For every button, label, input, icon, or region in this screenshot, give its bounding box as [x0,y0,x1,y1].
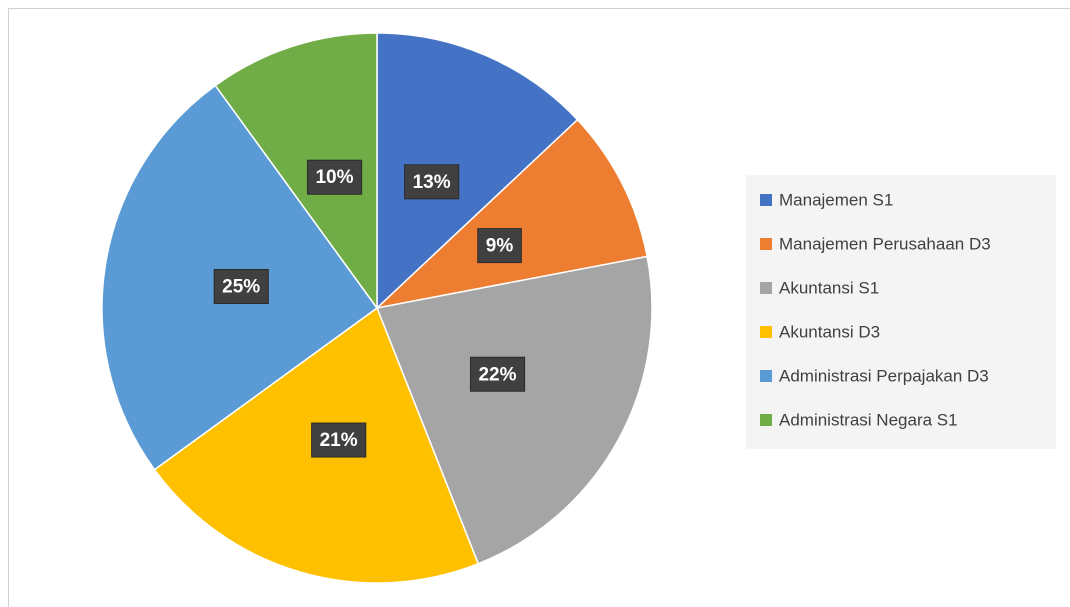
legend-label: Akuntansi S1 [779,278,879,297]
legend-label: Manajemen Perusahaan D3 [779,234,991,253]
data-label-box [469,356,526,392]
legend-swatch [760,238,772,250]
data-label: 10% [315,167,353,188]
data-label-box [311,422,367,458]
data-label-box [213,268,269,304]
legend-swatch [760,282,772,294]
data-label-box [477,228,522,264]
data-label: 21% [320,430,358,451]
legend-swatch [760,326,772,338]
pie-slice [376,32,579,310]
data-label-box [306,159,363,195]
legend-label: Administrasi Perpajakan D3 [779,366,989,385]
legend-swatch [760,370,772,382]
legend-label: Manajemen S1 [779,190,893,209]
pie-slice [214,32,378,311]
pie-slice [374,118,649,310]
legend-swatch [760,194,772,206]
data-label-box [404,164,460,200]
legend-label: Administrasi Negara S1 [779,410,958,429]
legend-box [746,175,1056,449]
legend-label: Akuntansi D3 [779,322,880,341]
legend-swatch [760,414,772,426]
pie-slice [375,255,653,565]
data-label: 22% [478,364,516,385]
data-label: 25% [222,277,260,298]
data-label: 9% [486,236,514,257]
data-label: 13% [413,172,451,193]
